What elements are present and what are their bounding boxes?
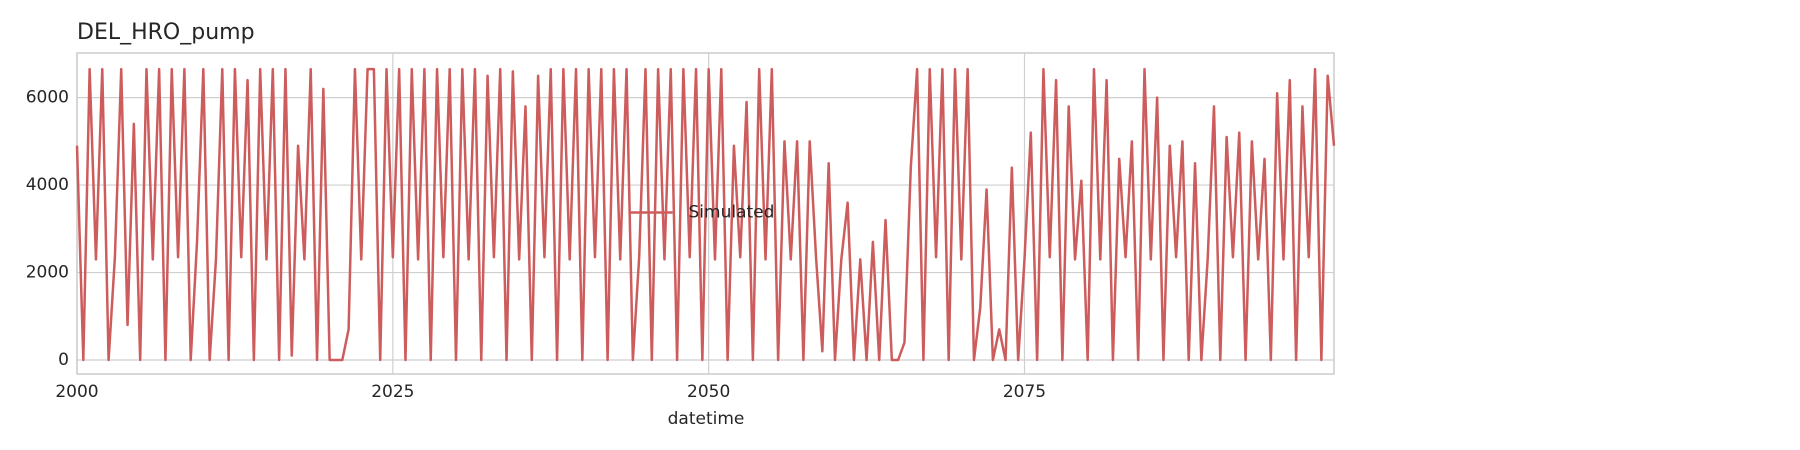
x-tick-label: 2075 xyxy=(1003,382,1046,402)
legend-label: Simulated xyxy=(689,203,775,223)
y-tick-label: 6000 xyxy=(26,88,69,108)
x-axis-label: datetime xyxy=(668,409,745,429)
chart-title: DEL_HRO_pump xyxy=(77,20,255,45)
x-tick-label: 2000 xyxy=(55,382,98,402)
x-tick-label: 2025 xyxy=(371,382,414,402)
x-tick-label: 2050 xyxy=(687,382,730,402)
y-tick-label: 4000 xyxy=(26,175,69,195)
y-tick-label: 0 xyxy=(58,350,69,370)
y-tick-label: 2000 xyxy=(26,263,69,283)
line-series xyxy=(75,67,1336,362)
plot-frame xyxy=(76,52,1335,375)
